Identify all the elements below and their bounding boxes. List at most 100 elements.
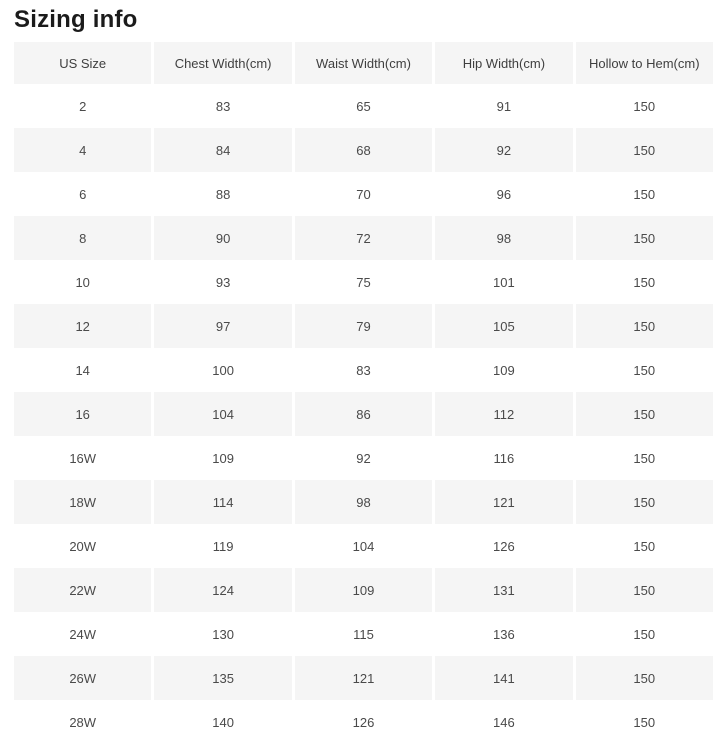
table-row: 24W 130 115 136 150 xyxy=(14,612,713,656)
table-cell: 14 xyxy=(14,348,152,392)
table-cell: 150 xyxy=(575,480,713,524)
table-cell: 6 xyxy=(14,172,152,216)
table-cell: 90 xyxy=(154,216,292,260)
table-cell: 65 xyxy=(294,84,433,128)
sizing-table: US Size Chest Width(cm) Waist Width(cm) Hip… xyxy=(11,42,716,744)
table-cell: 88 xyxy=(154,172,292,216)
table-cell: 84 xyxy=(154,128,292,172)
table-cell: 116 xyxy=(435,436,573,480)
table-cell: 86 xyxy=(294,392,433,436)
table-cell: 136 xyxy=(435,612,573,656)
table-cell: 150 xyxy=(575,524,713,568)
table-row: 6 88 70 96 150 xyxy=(14,172,713,216)
table-row: 16W 109 92 116 150 xyxy=(14,436,713,480)
table-cell: 150 xyxy=(575,700,713,744)
table-cell: 130 xyxy=(154,612,292,656)
table-row: 20W 119 104 126 150 xyxy=(14,524,713,568)
table-cell: 12 xyxy=(14,304,152,348)
table-cell: 109 xyxy=(154,436,292,480)
table-row: 26W 135 121 141 150 xyxy=(14,656,713,700)
table-cell: 150 xyxy=(575,216,713,260)
table-row: 4 84 68 92 150 xyxy=(14,128,713,172)
column-header: Hip Width(cm) xyxy=(435,42,573,84)
table-cell: 146 xyxy=(435,700,573,744)
table-cell: 131 xyxy=(435,568,573,612)
table-cell: 72 xyxy=(294,216,433,260)
table-cell: 140 xyxy=(154,700,292,744)
table-cell: 104 xyxy=(154,392,292,436)
column-header: Chest Width(cm) xyxy=(154,42,292,84)
table-cell: 75 xyxy=(294,260,433,304)
table-cell: 150 xyxy=(575,304,713,348)
table-cell: 68 xyxy=(294,128,433,172)
table-cell: 150 xyxy=(575,128,713,172)
table-cell: 20W xyxy=(14,524,152,568)
table-cell: 2 xyxy=(14,84,152,128)
table-cell: 104 xyxy=(294,524,433,568)
table-row: 10 93 75 101 150 xyxy=(14,260,713,304)
table-cell: 150 xyxy=(575,84,713,128)
table-cell: 121 xyxy=(294,656,433,700)
table-cell: 150 xyxy=(575,172,713,216)
table-cell: 109 xyxy=(294,568,433,612)
table-cell: 115 xyxy=(294,612,433,656)
table-cell: 83 xyxy=(294,348,433,392)
table-cell: 101 xyxy=(435,260,573,304)
column-header: US Size xyxy=(14,42,152,84)
table-cell: 96 xyxy=(435,172,573,216)
table-cell: 92 xyxy=(294,436,433,480)
table-cell: 4 xyxy=(14,128,152,172)
table-cell: 112 xyxy=(435,392,573,436)
column-header: Waist Width(cm) xyxy=(294,42,433,84)
table-cell: 150 xyxy=(575,260,713,304)
table-cell: 100 xyxy=(154,348,292,392)
table-cell: 121 xyxy=(435,480,573,524)
table-cell: 16W xyxy=(14,436,152,480)
table-cell: 70 xyxy=(294,172,433,216)
table-row: 8 90 72 98 150 xyxy=(14,216,713,260)
table-cell: 16 xyxy=(14,392,152,436)
table-row: 28W 140 126 146 150 xyxy=(14,700,713,744)
table-cell: 79 xyxy=(294,304,433,348)
table-cell: 28W xyxy=(14,700,152,744)
table-cell: 150 xyxy=(575,612,713,656)
table-cell: 105 xyxy=(435,304,573,348)
table-cell: 93 xyxy=(154,260,292,304)
table-cell: 83 xyxy=(154,84,292,128)
table-cell: 150 xyxy=(575,348,713,392)
table-cell: 97 xyxy=(154,304,292,348)
table-cell: 109 xyxy=(435,348,573,392)
table-cell: 24W xyxy=(14,612,152,656)
table-row: 14 100 83 109 150 xyxy=(14,348,713,392)
table-cell: 124 xyxy=(154,568,292,612)
table-cell: 98 xyxy=(435,216,573,260)
table-cell: 150 xyxy=(575,392,713,436)
table-cell: 91 xyxy=(435,84,573,128)
table-cell: 8 xyxy=(14,216,152,260)
table-cell: 150 xyxy=(575,436,713,480)
table-cell: 119 xyxy=(154,524,292,568)
sizing-table-body: 2 83 65 91 150 4 84 68 92 150 6 88 70 96 150 8 90 72 98 150… xyxy=(14,84,713,744)
table-cell: 126 xyxy=(294,700,433,744)
table-row: 18W 114 98 121 150 xyxy=(14,480,713,524)
table-cell: 135 xyxy=(154,656,292,700)
table-cell: 126 xyxy=(435,524,573,568)
table-cell: 114 xyxy=(154,480,292,524)
header-row: US Size Chest Width(cm) Waist Width(cm) Hip… xyxy=(14,42,713,84)
table-cell: 98 xyxy=(294,480,433,524)
table-cell: 150 xyxy=(575,568,713,612)
table-cell: 22W xyxy=(14,568,152,612)
table-cell: 150 xyxy=(575,656,713,700)
table-row: 16 104 86 112 150 xyxy=(14,392,713,436)
table-row: 12 97 79 105 150 xyxy=(14,304,713,348)
table-cell: 141 xyxy=(435,656,573,700)
table-cell: 26W xyxy=(14,656,152,700)
page-title: Sizing info xyxy=(14,6,138,33)
table-cell: 10 xyxy=(14,260,152,304)
table-row: 2 83 65 91 150 xyxy=(14,84,713,128)
table-cell: 92 xyxy=(435,128,573,172)
column-header: Hollow to Hem(cm) xyxy=(575,42,713,84)
table-row: 22W 124 109 131 150 xyxy=(14,568,713,612)
table-cell: 18W xyxy=(14,480,152,524)
